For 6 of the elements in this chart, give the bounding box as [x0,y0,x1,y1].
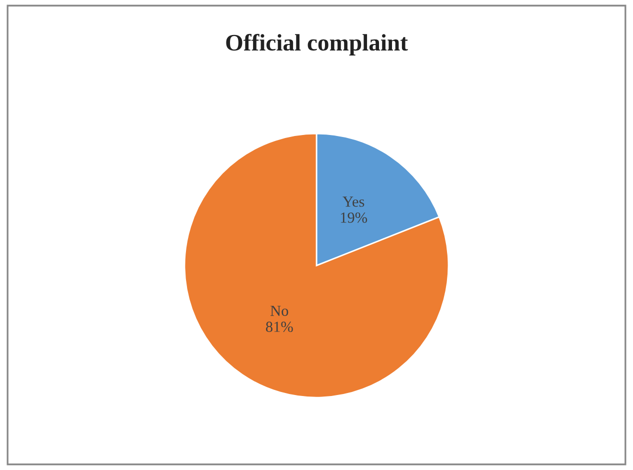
slice-label: No [270,306,288,316]
chart-title: Official complaint [226,34,408,56]
slice-label: Yes [342,196,364,207]
data-label: 81% [266,322,293,332]
data-label: 19% [340,212,368,223]
pie-slice [184,132,450,398]
